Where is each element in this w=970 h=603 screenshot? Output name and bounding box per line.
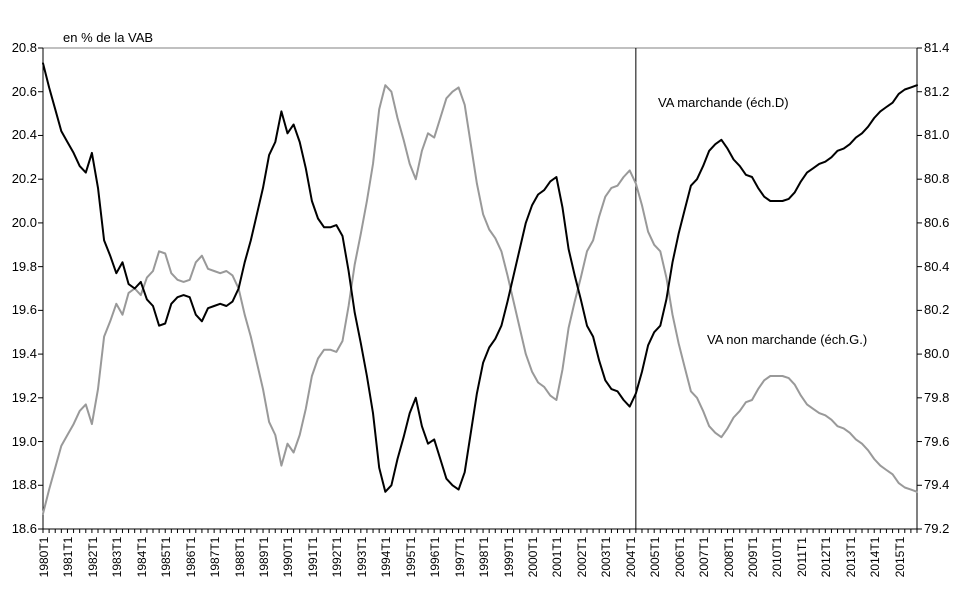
x-axis-label: 2000T1 [525,536,540,578]
y-axis-label-right: 79.2 [924,521,950,536]
x-axis-label: 2011T1 [794,537,809,577]
x-axis-label: 1992T1 [330,536,345,578]
x-axis-label: 1982T1 [85,536,100,578]
x-axis-label: 2007T1 [697,536,712,578]
y-axis-label-left: 20.4 [11,127,37,143]
y-axis-label-right: 80.0 [924,346,950,362]
x-axis-label: 1998T1 [477,536,492,578]
y-axis-label-right: 80.2 [924,302,950,318]
y-axis-label-left: 19.6 [11,302,37,318]
y-axis-label-right: 79.6 [924,433,950,449]
x-axis-label: 1999T1 [501,536,516,578]
x-axis-label: 2002T1 [574,536,589,578]
y-axis-label-right: 80.8 [924,171,950,187]
y-axis-label-right: 81.0 [924,127,950,143]
y-axis-label-right: 80.4 [924,258,950,274]
y-axis-label-left: 19.8 [11,258,37,274]
va-marchande-line [42,62,918,493]
x-axis-label: 2005T1 [648,536,663,578]
x-axis-label: 2009T1 [745,536,760,578]
x-axis-label: 2012T1 [819,536,834,578]
x-axis-label: 1987T1 [208,536,223,578]
y-axis-label-left: 19.2 [11,389,37,405]
x-axis-label: 1996T1 [428,536,443,578]
chart-title: en % de la VAB [63,30,154,45]
x-axis-label: 2008T1 [721,536,736,578]
y-axis-label-left: 18.6 [11,521,37,536]
x-axis-label: 1986T1 [183,536,198,578]
y-axis-label-left: 19.0 [11,433,37,449]
y-axis-label-right: 79.4 [924,477,950,493]
y-axis-label-left: 20.0 [11,214,37,230]
x-axis-label: 2014T1 [868,536,883,578]
x-axis-label: 1985T1 [159,536,174,578]
y-axis-label-right: 79.8 [924,389,950,405]
x-axis-label: 1997T1 [452,536,467,578]
y-axis-label-left: 18.8 [11,477,37,493]
x-axis-label: 1981T1 [61,536,76,578]
y-axis-label-right: 81.4 [924,40,950,55]
x-axis-label: 1980T1 [37,536,51,578]
x-axis-label: 2004T1 [623,536,638,578]
x-axis-label: 1993T1 [354,536,369,578]
x-axis-label: 2001T1 [550,536,565,578]
y-axis-label-right: 81.2 [924,83,950,99]
x-axis-label: 2015T1 [892,536,907,578]
x-axis-label: 1990T1 [281,536,296,578]
x-axis-label: 1989T1 [257,536,272,578]
x-axis-label: 2006T1 [672,536,687,578]
y-axis-label-left: 20.2 [11,171,37,187]
y-axis-label-left: 20.8 [11,40,37,55]
x-axis-label: 2003T1 [599,536,614,578]
va-non-marchande-line [42,84,918,515]
x-axis-label: 1994T1 [379,536,394,578]
y-axis-label-left: 19.4 [11,346,37,362]
x-axis-label: 1988T1 [232,536,247,578]
y-axis-label-right: 80.6 [924,214,950,230]
x-axis-label: 1991T1 [305,536,320,578]
y-axis-label-left: 20.6 [11,83,37,99]
x-axis-label: 2010T1 [770,536,785,578]
x-axis-label: 2013T1 [843,536,858,578]
x-axis-label: 1984T1 [134,536,149,578]
series-label-va-non-marchande: VA non marchande (éch.G.) [707,332,868,347]
x-axis-label: 1983T1 [110,536,125,578]
x-axis-label: 1995T1 [403,536,418,578]
series-label-va-marchande: VA marchande (éch.D) [658,95,789,110]
